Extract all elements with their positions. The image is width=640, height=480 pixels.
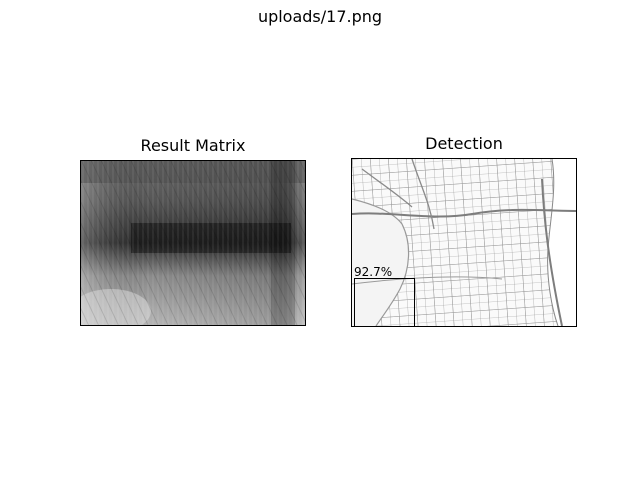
figure-title: uploads/17.png xyxy=(257,7,383,26)
detection-panel: 92.7% xyxy=(351,158,577,327)
detection-confidence-label: 92.7% xyxy=(354,265,393,279)
detection-title: Detection xyxy=(425,134,503,153)
result-matrix-heatmap xyxy=(81,161,305,325)
city-map xyxy=(352,159,576,326)
result-matrix-title: Result Matrix xyxy=(140,136,246,155)
result-matrix-panel xyxy=(80,160,306,326)
detection-bounding-box xyxy=(354,278,415,326)
